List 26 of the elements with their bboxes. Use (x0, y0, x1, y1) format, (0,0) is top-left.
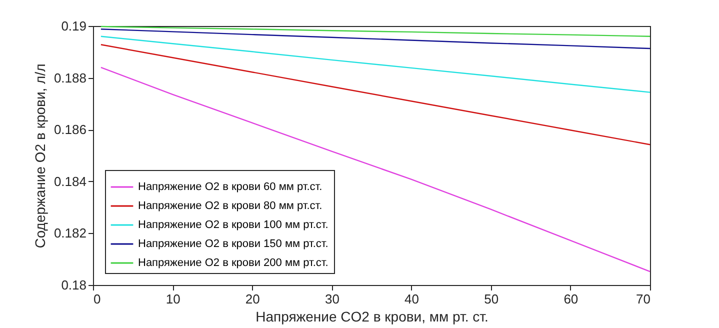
line-series (100, 44, 651, 146)
legend-label: Напряжение O2 в крови 80 мм рт.ст. (138, 200, 322, 212)
x-tick-label: 0 (94, 292, 101, 306)
line-series (100, 36, 651, 93)
x-tick-label: 10 (166, 292, 180, 306)
y-tick-label: 0.186 (54, 122, 86, 138)
x-tick-label: 40 (404, 292, 420, 306)
legend-label: Напряжение O2 в крови 200 мм рт.ст. (138, 257, 328, 269)
x-tick-label: 20 (245, 292, 260, 306)
y-tick-label: 0.19 (61, 18, 86, 34)
x-tick-label: 60 (564, 292, 578, 306)
line-series (100, 26, 651, 37)
x-axis-title: Напряжение CO2 в крови, мм рт. ст. (256, 308, 488, 324)
legend-label: Напряжение O2 в крови 150 мм рт.ст. (138, 238, 328, 250)
y-tick-label: 0.18 (61, 278, 86, 292)
legend-label: Напряжение O2 в крови 100 мм рт.ст. (138, 219, 328, 231)
line-series (100, 28, 651, 50)
line-series (100, 66, 651, 272)
y-axis-title: Содержание O2 в крови, л/л (32, 64, 48, 248)
x-tick-label: 50 (484, 292, 499, 306)
y-tick-label: 0.188 (54, 70, 86, 86)
x-tick-label: 30 (324, 292, 340, 306)
x-tick-label: 70 (636, 292, 650, 306)
legend-label: Напряжение O2 в крови 60 мм рт.ст. (138, 181, 322, 193)
y-tick-label: 0.184 (54, 174, 86, 189)
y-tick-label: 0.182 (54, 226, 86, 241)
